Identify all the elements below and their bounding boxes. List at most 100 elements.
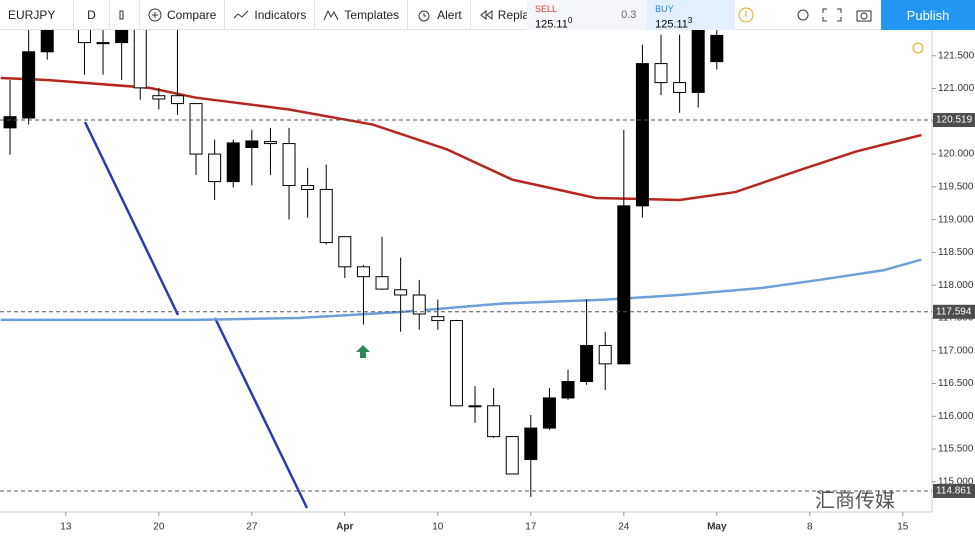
price-level-tag [933, 113, 975, 128]
icon [479, 9, 493, 20]
buy[interactable]: BUY 125.113 [647, 0, 735, 31]
x-tick-label: 17 [525, 522, 537, 533]
icon [148, 8, 162, 21]
price-level-label: 117.594 [936, 306, 972, 317]
candle-body [282, 143, 296, 187]
interval[interactable]: D [74, 0, 110, 30]
icon [323, 9, 339, 20]
candle-body [22, 51, 36, 119]
price-level-label: 120.519 [936, 115, 973, 126]
candle-body [375, 276, 389, 290]
x-tick-label: 24 [618, 522, 630, 533]
icon [418, 10, 430, 21]
candle-body [245, 140, 259, 149]
y-tick-label: 116.500 [938, 378, 974, 389]
candle-body [226, 142, 240, 183]
sell-digit: 0 [567, 16, 573, 25]
candle-body [542, 397, 556, 429]
toolbar-icons[interactable] [795, 7, 875, 23]
x-tick-label: 8 [807, 522, 813, 533]
candle-body [96, 42, 110, 45]
indicators-btn[interactable]: Indicators [225, 0, 316, 30]
candle-body [208, 153, 222, 183]
sell[interactable]: SELL 125.110 [527, 0, 613, 31]
y-tick-label: 117.000 [938, 345, 974, 356]
candle-body [319, 188, 333, 244]
candle-body [449, 320, 463, 407]
x-tick-label: 15 [897, 522, 909, 533]
candle-body [189, 103, 203, 155]
price-level-tag [933, 483, 975, 498]
x-tick-label: Apr [336, 522, 353, 533]
trade-panel: SELL 125.110 0.3 BUY 125.113 [527, 0, 735, 31]
trend-line [213, 317, 309, 509]
candle-body [505, 436, 519, 475]
candle-body [561, 381, 575, 399]
label: Templates [344, 7, 400, 22]
label: Compare [167, 7, 217, 22]
templates-btn[interactable]: Templates [315, 0, 409, 30]
label: Alert [437, 7, 462, 22]
y-tick-label: 115.500 [938, 444, 974, 455]
price-level-tag [933, 304, 975, 319]
candle-body [115, 29, 129, 44]
y-tick-label: 121.000 [938, 83, 975, 94]
sell-price: 125.11 [535, 18, 568, 31]
price-axis-bg [932, 0, 975, 538]
watermark: 汇商传媒 [815, 488, 895, 512]
candle-body [152, 95, 166, 100]
price-level-label: 114.861 [936, 486, 972, 497]
alert-btn[interactable]: Alert [408, 0, 471, 30]
x-tick-label: May [707, 522, 727, 533]
candle-body [3, 116, 17, 129]
symbol[interactable]: EURJPY [0, 0, 74, 30]
candle-body [654, 63, 668, 84]
candle-body [301, 185, 315, 190]
y-tick-label: 118.500 [938, 247, 974, 258]
icon [234, 10, 249, 18]
candle-body [40, 29, 54, 53]
icon [119, 10, 124, 19]
x-tick-label: 13 [60, 522, 72, 533]
trend-line [83, 121, 180, 316]
toolbar: EURJPY D Compare Indicators Templates Al… [0, 0, 975, 30]
info-icon[interactable] [738, 7, 754, 23]
candle-body [263, 141, 277, 145]
y-tick-label: 120.000 [938, 149, 975, 160]
candle-body [468, 405, 482, 408]
candle-body [170, 95, 184, 105]
x-tick-label: 10 [432, 522, 444, 533]
candle-body [710, 34, 724, 63]
compare-btn[interactable]: Compare [140, 0, 226, 30]
y-tick-label: 121.500 [938, 50, 975, 61]
buy-label: BUY [655, 4, 674, 14]
candle-body [394, 289, 408, 296]
y-tick-label: 118.000 [938, 280, 974, 291]
chart-style[interactable] [110, 0, 140, 30]
x-tick-label: 27 [246, 522, 258, 533]
alert-icon [912, 42, 924, 54]
y-tick-label: 119.000 [938, 214, 974, 225]
buy-price: 125.11 [655, 18, 688, 31]
up-arrow [356, 345, 370, 358]
y-tick-label: 115.000 [938, 476, 974, 487]
publish-btn[interactable]: Publish [881, 0, 975, 30]
candle-body [338, 236, 352, 268]
sell-label: SELL [535, 4, 558, 14]
spread: 0.3 [621, 9, 637, 21]
candle-body [598, 344, 612, 365]
moving-average [0, 76, 922, 202]
candle-body [431, 316, 445, 322]
candle-body [356, 266, 370, 278]
candle-body [133, 29, 147, 89]
label: Indicators [254, 7, 307, 22]
candle-body [412, 294, 426, 315]
candle-body [77, 29, 91, 44]
candle-body [487, 405, 501, 438]
buy-digit: 3 [687, 16, 693, 25]
y-tick-label: 119.500 [938, 181, 974, 192]
candle-body [524, 427, 538, 461]
candle-body [673, 82, 687, 93]
